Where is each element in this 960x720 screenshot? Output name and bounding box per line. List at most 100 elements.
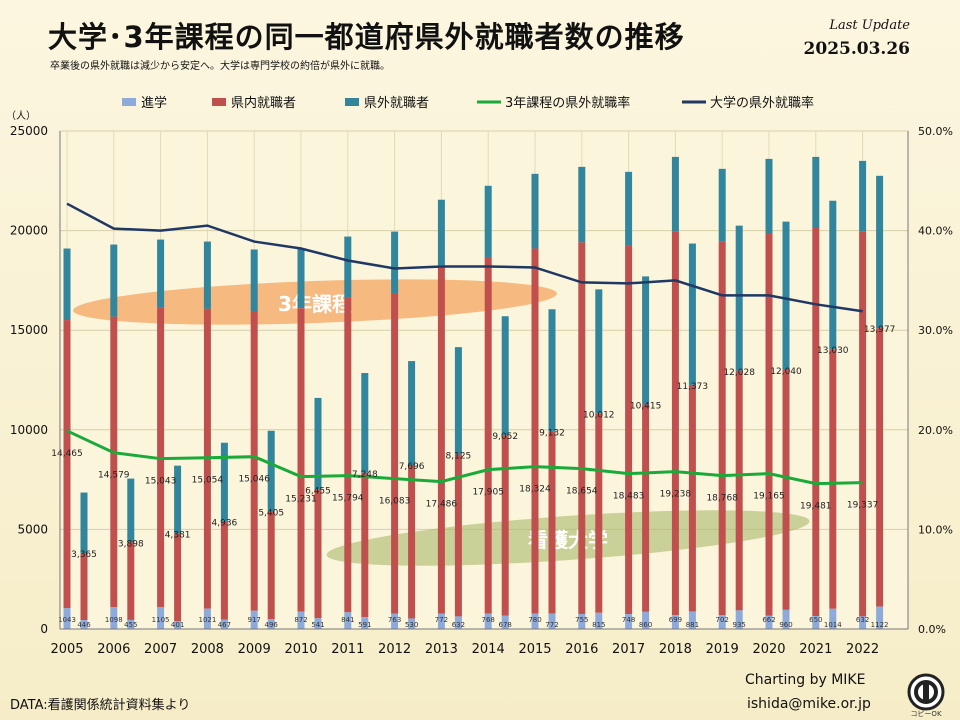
- data-label-kennai-3nen: 19,337: [847, 501, 879, 511]
- bar-shingaku-univ: [127, 619, 135, 629]
- data-label-kennai-3nen: 17,905: [472, 488, 504, 498]
- data-label-kennai-3nen: 17,486: [426, 500, 458, 510]
- data-label-shingaku-univ: 446: [77, 621, 91, 629]
- subtitle: 卒業後の県外就職は減少から安定へ。大学は専門学校の約倍が県外に就職。: [50, 61, 390, 72]
- bar-kennai-3nen: [578, 242, 586, 614]
- data-label-shingaku-univ: 881: [686, 621, 699, 629]
- bar-kengai-3nen: [391, 231, 399, 294]
- bar-kengai-univ: [548, 309, 556, 432]
- data-label-kennai-3nen: 19,481: [800, 502, 832, 512]
- bar-shingaku-3nen: [344, 612, 352, 629]
- data-label-shingaku-3nen: 1105: [152, 616, 170, 624]
- data-label-shingaku-univ: 815: [592, 621, 605, 629]
- bar-kennai-3nen: [157, 307, 165, 607]
- line-rate-3nen: [66, 429, 863, 486]
- bar-kennai-3nen: [344, 297, 352, 613]
- bar-kengai-3nen: [437, 199, 445, 266]
- y2-tick-label: 0.0%: [918, 623, 946, 636]
- data-label-kennai-univ: 7,696: [399, 462, 425, 472]
- bar-kengai-3nen: [250, 249, 258, 312]
- data-label-kennai-univ: 5,405: [258, 508, 284, 518]
- bar-kengai-univ: [876, 175, 884, 329]
- x-tick-label: 2021: [799, 642, 832, 657]
- data-label-kennai-univ: 4,381: [165, 531, 191, 541]
- data-label-kennai-univ: 9,052: [492, 432, 518, 442]
- email-link[interactable]: ishida@mike.or.jp: [747, 696, 871, 712]
- x-tick-label: 2008: [191, 642, 224, 657]
- data-label-kennai-univ: 4,936: [212, 518, 238, 528]
- data-label-kennai-univ: 12,040: [770, 367, 802, 377]
- bar-shingaku-univ: [735, 610, 743, 629]
- data-label-shingaku-3nen: 702: [716, 616, 729, 624]
- page-title: 大学･3年課程の同一都道府県外就職者数の推移: [48, 20, 685, 54]
- data-source: DATA:看護関係統計資料集より: [10, 698, 191, 713]
- x-tick-label: 2018: [659, 642, 692, 657]
- bar-shingaku-univ: [314, 618, 322, 629]
- legend-rate-3nen: 3年課程の県外就職率: [477, 95, 630, 111]
- data-label-kennai-3nen: 15,054: [192, 476, 224, 486]
- bar-shingaku-univ: [454, 616, 462, 629]
- legend-shingaku: 進学: [122, 95, 167, 111]
- data-label-kennai-univ: 6,455: [305, 487, 331, 497]
- data-label-kennai-3nen: 18,654: [566, 487, 598, 497]
- bar-kengai-univ: [688, 243, 696, 385]
- bar-kengai-3nen: [297, 248, 305, 309]
- bar-kennai-univ: [782, 370, 790, 610]
- x-tick-label: 2017: [612, 642, 645, 657]
- bar-kengai-univ: [361, 373, 369, 473]
- bar-kengai-3nen: [671, 156, 679, 232]
- bar-kennai-univ: [408, 465, 416, 619]
- bar-kengai-univ: [408, 361, 416, 466]
- bar-kennai-univ: [688, 384, 696, 612]
- legend-label: 県外就職者: [364, 96, 429, 111]
- bar-shingaku-3nen: [625, 614, 633, 629]
- data-label-kennai-univ: 3,365: [71, 550, 97, 560]
- x-tick-label: 2006: [97, 642, 130, 657]
- data-label-shingaku-3nen: 772: [435, 616, 448, 624]
- bar-shingaku-univ: [267, 619, 275, 629]
- data-label-kennai-univ: 9,132: [539, 429, 565, 439]
- data-label-shingaku-3nen: 699: [669, 616, 682, 624]
- data-label-shingaku-univ: 455: [124, 621, 137, 629]
- data-label-shingaku-univ: 591: [358, 621, 371, 629]
- data-label-kennai-univ: 13,030: [817, 346, 849, 356]
- bar-kennai-univ: [314, 489, 322, 619]
- bar-kennai-3nen: [531, 248, 539, 614]
- data-label-shingaku-3nen: 763: [388, 616, 401, 624]
- bar-shingaku-univ: [782, 609, 790, 629]
- bar-kengai-3nen: [110, 244, 118, 317]
- bar-kennai-univ: [548, 431, 556, 614]
- bar-kengai-3nen: [344, 236, 352, 298]
- copy-ok-logo: コピーOK: [907, 673, 945, 718]
- data-label-shingaku-3nen: 755: [575, 616, 588, 624]
- data-label-shingaku-univ: 860: [639, 621, 652, 629]
- bar-shingaku-3nen: [297, 611, 305, 629]
- data-label-shingaku-univ: 1014: [824, 621, 842, 629]
- y-unit-label: （人）: [6, 110, 36, 122]
- bar-kengai-univ: [267, 430, 275, 512]
- bar-shingaku-univ: [220, 619, 228, 629]
- bar-kengai-univ: [735, 225, 743, 371]
- y2-tick-label: 30.0%: [918, 324, 953, 337]
- legend-label: 3年課程の県外就職率: [505, 95, 630, 111]
- data-label-kennai-3nen: 15,231: [285, 495, 317, 505]
- data-label-kennai-univ: 13,977: [864, 325, 896, 335]
- x-tick-label: 2010: [284, 642, 317, 657]
- bar-shingaku-univ: [548, 613, 556, 629]
- y2-tick-label: 20.0%: [918, 424, 953, 437]
- y-tick-label: 20000: [10, 224, 48, 238]
- bar-shingaku-3nen: [391, 613, 399, 629]
- bar-kennai-3nen: [391, 293, 399, 614]
- bar-shingaku-3nen: [203, 608, 211, 629]
- data-label-shingaku-3nen: 1021: [198, 616, 216, 624]
- y-tick-label: 15000: [10, 323, 48, 337]
- data-label-shingaku-univ: 960: [779, 621, 792, 629]
- bar-shingaku-univ: [642, 611, 650, 629]
- data-label-shingaku-univ: 530: [405, 621, 418, 629]
- data-label-shingaku-3nen: 1043: [58, 616, 76, 624]
- bar-kennai-univ: [361, 472, 369, 618]
- data-label-shingaku-univ: 678: [499, 621, 512, 629]
